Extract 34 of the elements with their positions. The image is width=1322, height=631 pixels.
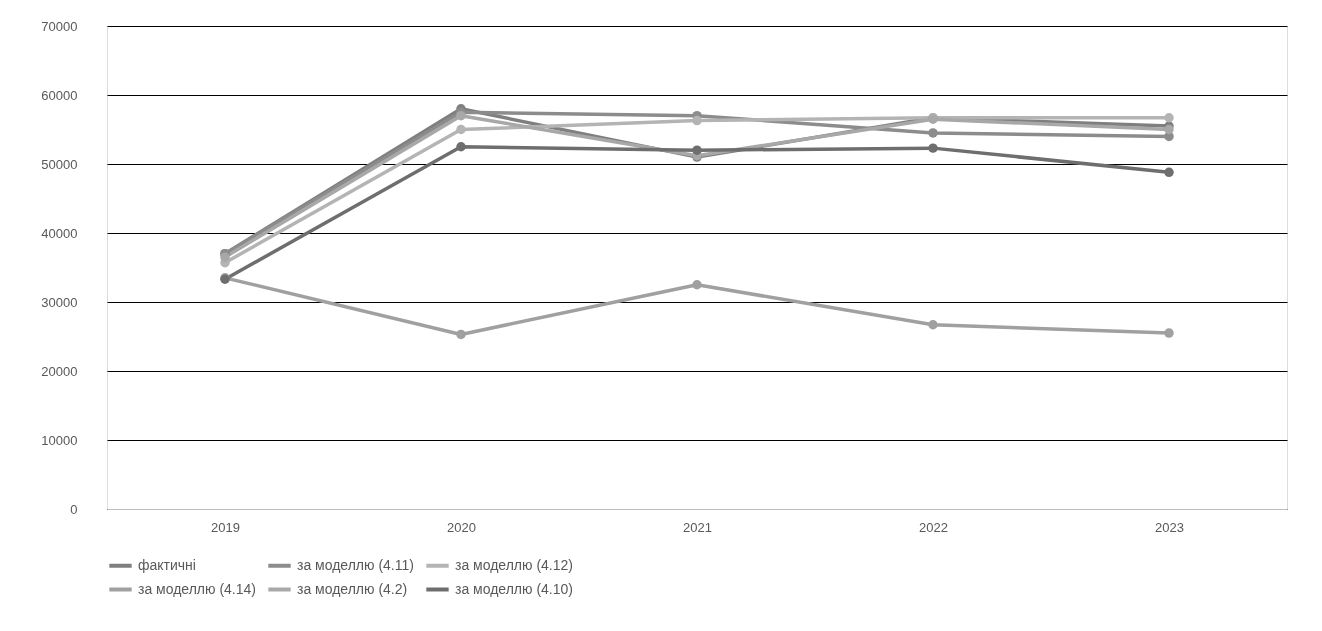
y-tick-label: 60000 <box>41 87 78 103</box>
y-tick-label: 70000 <box>41 18 78 34</box>
point <box>456 110 466 121</box>
point <box>456 142 466 152</box>
point <box>1164 167 1174 178</box>
point <box>1164 113 1174 123</box>
point <box>928 128 938 138</box>
point <box>1164 328 1174 338</box>
y-tick-label: 40000 <box>41 225 78 241</box>
x-tick-label: 2020 <box>447 519 476 535</box>
point <box>692 115 702 126</box>
point <box>692 280 702 290</box>
legend-label: за моделлю (4.11) <box>297 556 414 573</box>
x-tick-label: 2019 <box>211 519 240 535</box>
x-tick-label: 2021 <box>683 519 712 535</box>
legend-label: за моделлю (4.2) <box>297 580 408 597</box>
point <box>692 145 702 155</box>
point <box>456 124 466 135</box>
y-tick-label: 10000 <box>41 432 78 448</box>
point <box>928 320 938 330</box>
point <box>928 143 938 153</box>
legend-label: фактичні <box>138 556 196 573</box>
point <box>220 252 230 262</box>
point <box>1164 124 1174 135</box>
y-tick-label: 20000 <box>41 363 78 379</box>
y-tick-label: 50000 <box>41 156 78 172</box>
y-tick-label: 0 <box>70 501 78 517</box>
x-tick-label: 2023 <box>1155 519 1184 535</box>
legend-label: за моделлю (4.10) <box>455 580 573 597</box>
legend-label: за моделлю (4.12) <box>455 556 573 573</box>
legend-label: за моделлю (4.14) <box>138 580 256 597</box>
point <box>456 329 466 340</box>
x-tick-label: 2022 <box>919 519 948 535</box>
y-tick-label: 30000 <box>41 294 78 310</box>
